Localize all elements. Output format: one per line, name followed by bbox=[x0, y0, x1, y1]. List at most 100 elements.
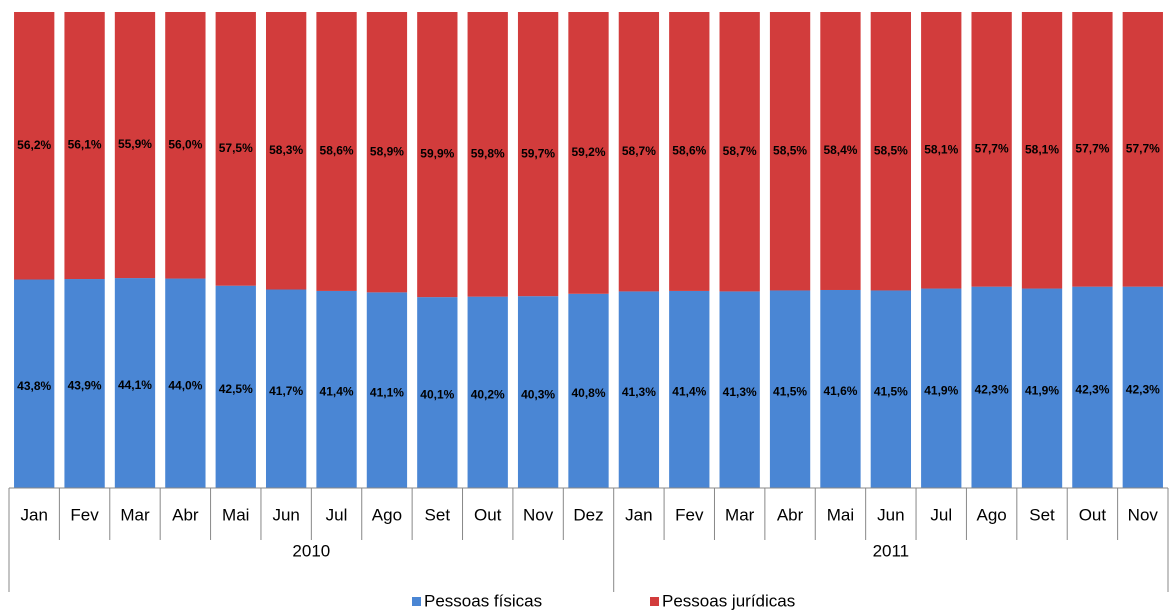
value-label: 58,3% bbox=[269, 143, 303, 157]
value-label: 44,0% bbox=[168, 378, 202, 392]
value-label: 42,3% bbox=[1075, 382, 1109, 396]
value-label: 58,6% bbox=[320, 144, 354, 158]
bar-segment bbox=[114, 12, 156, 279]
x-tick-label: Out bbox=[1079, 505, 1107, 524]
value-label: 41,9% bbox=[924, 383, 958, 397]
value-label: 59,8% bbox=[471, 146, 505, 160]
value-label: 56,2% bbox=[17, 138, 51, 152]
value-label: 59,7% bbox=[521, 146, 555, 160]
value-label: 41,4% bbox=[672, 385, 706, 399]
x-tick-label: Mai bbox=[222, 505, 249, 524]
bar-segment bbox=[366, 12, 408, 293]
bar-segment bbox=[618, 12, 660, 292]
value-label: 41,9% bbox=[1025, 383, 1059, 397]
value-label: 41,5% bbox=[773, 384, 807, 398]
bar-segment bbox=[769, 12, 811, 291]
value-label: 56,1% bbox=[68, 138, 102, 152]
x-tick-label: Jun bbox=[877, 505, 904, 524]
value-label: 42,3% bbox=[975, 382, 1009, 396]
bar-segment bbox=[1021, 288, 1063, 488]
x-tick-label: Fev bbox=[675, 505, 704, 524]
x-tick-label: Abr bbox=[172, 505, 199, 524]
value-label: 56,0% bbox=[168, 137, 202, 151]
bar-segment bbox=[14, 12, 55, 280]
value-label: 55,9% bbox=[118, 137, 152, 151]
bar-segment bbox=[265, 289, 307, 488]
bar-segment bbox=[921, 12, 962, 289]
bar-segment bbox=[719, 12, 760, 292]
value-label: 41,3% bbox=[723, 385, 757, 399]
value-label: 41,4% bbox=[320, 385, 354, 399]
x-tick-label: Jun bbox=[272, 505, 299, 524]
value-label: 57,7% bbox=[1075, 141, 1109, 155]
x-tick-label: Ago bbox=[977, 505, 1007, 524]
bar-segment bbox=[14, 279, 55, 488]
bar-segment bbox=[366, 292, 408, 488]
value-label: 41,6% bbox=[823, 384, 857, 398]
bar-segment bbox=[417, 12, 458, 298]
bar-segment bbox=[517, 296, 559, 488]
bar-segment bbox=[1122, 12, 1163, 287]
value-label: 58,9% bbox=[370, 144, 404, 158]
bar-segment bbox=[669, 12, 710, 291]
x-tick-label: Set bbox=[425, 505, 451, 524]
value-label: 41,1% bbox=[370, 385, 404, 399]
bar-segment bbox=[820, 289, 861, 488]
value-label: 43,8% bbox=[17, 379, 51, 393]
x-tick-label: Fev bbox=[70, 505, 99, 524]
bar-segment bbox=[769, 290, 811, 488]
x-tick-label: Dez bbox=[573, 505, 603, 524]
x-tick-label: Jan bbox=[625, 505, 652, 524]
bar-segment bbox=[114, 278, 156, 488]
legend-label: Pessoas físicas bbox=[424, 591, 542, 610]
x-tick-label: Out bbox=[474, 505, 502, 524]
bar-segment bbox=[820, 12, 861, 290]
bar-segment bbox=[467, 12, 508, 297]
bar-segment bbox=[215, 12, 256, 286]
value-label: 42,5% bbox=[219, 382, 253, 396]
value-label: 58,1% bbox=[924, 142, 958, 156]
bar-segment bbox=[64, 12, 105, 280]
value-label: 58,5% bbox=[874, 143, 908, 157]
bar-segment bbox=[618, 291, 660, 488]
bar-segment bbox=[1072, 12, 1113, 287]
value-label: 40,3% bbox=[521, 387, 555, 401]
bar-segment bbox=[265, 12, 307, 290]
value-label: 59,2% bbox=[571, 145, 605, 159]
value-label: 58,1% bbox=[1025, 142, 1059, 156]
bar-segment bbox=[870, 12, 912, 291]
x-tick-label: Nov bbox=[523, 505, 554, 524]
value-label: 58,5% bbox=[773, 143, 807, 157]
bar-segment bbox=[1122, 286, 1163, 488]
bar-segment bbox=[1072, 286, 1113, 488]
value-label: 57,5% bbox=[219, 141, 253, 155]
bar-segment bbox=[870, 290, 912, 488]
legend-swatch bbox=[650, 597, 659, 606]
value-label: 41,3% bbox=[622, 385, 656, 399]
value-label: 58,4% bbox=[823, 143, 857, 157]
value-label: 42,3% bbox=[1126, 382, 1160, 396]
bar-segment bbox=[719, 291, 760, 488]
value-label: 40,1% bbox=[420, 388, 454, 402]
bar-segment bbox=[64, 279, 105, 488]
bar-segment bbox=[215, 285, 256, 488]
x-tick-label: Mar bbox=[725, 505, 755, 524]
bar-segment bbox=[568, 293, 609, 488]
x-tick-label: Jul bbox=[930, 505, 952, 524]
value-label: 40,2% bbox=[471, 387, 505, 401]
bar-segment bbox=[517, 12, 559, 297]
value-label: 59,9% bbox=[420, 147, 454, 161]
x-tick-label: Jan bbox=[20, 505, 47, 524]
x-tick-label: Mai bbox=[827, 505, 854, 524]
bar-segment bbox=[316, 12, 357, 291]
bar-segment bbox=[1021, 12, 1063, 289]
bar-segment bbox=[568, 12, 609, 294]
value-label: 41,7% bbox=[269, 384, 303, 398]
bar-segment bbox=[467, 296, 508, 488]
value-label: 57,7% bbox=[975, 141, 1009, 155]
value-label: 43,9% bbox=[68, 379, 102, 393]
value-label: 58,7% bbox=[622, 144, 656, 158]
value-label: 57,7% bbox=[1126, 141, 1160, 155]
legend-swatch bbox=[412, 597, 421, 606]
